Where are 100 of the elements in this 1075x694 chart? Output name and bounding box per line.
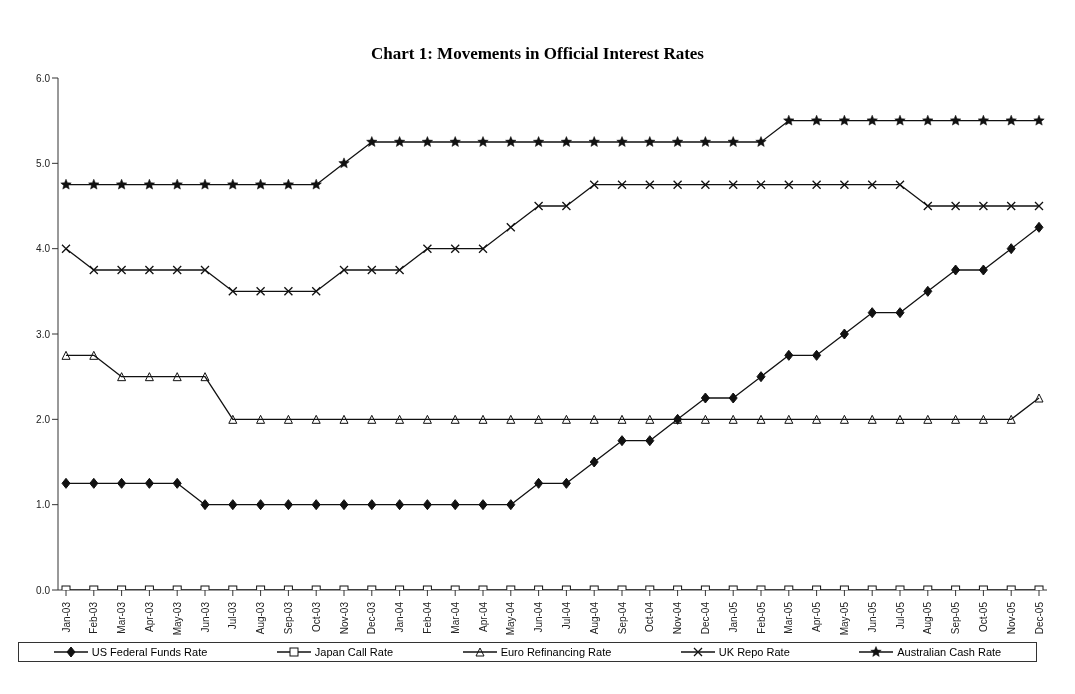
x-tick-label: Jan-04: [394, 601, 406, 633]
point: [784, 414, 794, 424]
point: [311, 286, 321, 296]
point: [923, 201, 933, 211]
point: [116, 178, 128, 190]
point: [784, 349, 794, 361]
point: [449, 136, 461, 147]
point: [421, 136, 433, 147]
x-tick-label: Sep-04: [616, 601, 628, 635]
point: [172, 477, 182, 489]
point: [978, 264, 988, 276]
x-tick-label: Apr-03: [143, 601, 155, 633]
point: [839, 180, 850, 190]
x-tick-label: Sep-05: [950, 601, 962, 635]
point: [950, 114, 962, 126]
point: [61, 477, 71, 489]
point: [422, 414, 432, 424]
point: [700, 180, 711, 190]
point: [1033, 114, 1045, 126]
point: [256, 414, 266, 424]
point: [172, 372, 182, 382]
point: [394, 136, 406, 147]
point: [589, 180, 599, 190]
point: [367, 265, 377, 275]
point: [395, 499, 405, 511]
x-tick-label: Jul-04: [560, 601, 572, 630]
point: [1005, 114, 1017, 126]
point: [867, 180, 877, 190]
point: [645, 180, 655, 190]
point: [784, 180, 794, 190]
point: [922, 114, 934, 126]
point: [199, 178, 211, 190]
point: [228, 286, 238, 296]
point: [506, 414, 516, 424]
point: [256, 499, 266, 511]
legend-label: Japan Call Rate: [314, 646, 394, 658]
point: [923, 414, 933, 424]
y-tick-label: 5.0: [36, 157, 51, 169]
chart-title: Chart 1: Movements in Official Interest Rates: [370, 44, 705, 64]
point: [644, 136, 656, 147]
point: [617, 180, 627, 190]
x-tick-label: Jun-05: [866, 601, 878, 633]
point: [506, 499, 516, 511]
point: [700, 392, 710, 404]
x-tick-label: Apr-05: [811, 601, 823, 633]
point: [783, 114, 795, 126]
point: [338, 157, 350, 169]
x-tick-label: Mar-03: [116, 601, 128, 634]
x-tick-label: Jan-05: [727, 601, 739, 633]
point: [282, 178, 294, 190]
y-tick-label: 6.0: [36, 72, 51, 84]
point: [867, 307, 877, 319]
y-tick-label: 2.0: [36, 413, 51, 425]
x-tick-label: Jul-05: [894, 601, 906, 630]
point: [672, 136, 684, 147]
point: [978, 201, 989, 211]
point: [756, 414, 766, 424]
point: [89, 350, 99, 360]
x-tick-label: Dec-03: [366, 601, 378, 635]
point: [812, 349, 822, 361]
point: [1006, 414, 1016, 424]
point: [339, 414, 349, 424]
point: [812, 414, 822, 424]
point: [534, 414, 544, 424]
y-tick-label: 3.0: [36, 328, 51, 340]
x-tick-label: Dec-04: [699, 601, 711, 635]
point: [283, 286, 294, 296]
legend-label: Euro Refinancing Rate: [500, 646, 612, 658]
point: [367, 499, 377, 511]
point: [756, 180, 766, 190]
point: [506, 222, 516, 232]
point: [283, 499, 293, 511]
point: [311, 414, 321, 424]
point: [617, 414, 627, 424]
point: [561, 477, 571, 489]
point: [422, 499, 432, 511]
x-tick-label: Mar-05: [783, 601, 795, 634]
y-tick-label: 4.0: [36, 243, 51, 255]
point: [617, 435, 627, 447]
point: [951, 414, 961, 424]
point: [367, 414, 377, 424]
point: [478, 414, 488, 424]
point: [811, 180, 822, 190]
x-tick-label: Nov-05: [1005, 601, 1017, 635]
point: [200, 372, 210, 382]
x-tick-label: Aug-04: [588, 601, 600, 635]
x-tick-label: Jan-03: [60, 601, 72, 633]
x-tick-label: Oct-05: [977, 601, 989, 633]
x-tick-label: May-03: [171, 601, 183, 636]
point: [478, 499, 488, 511]
x-tick-label: Mar-04: [449, 601, 461, 634]
point: [560, 136, 572, 147]
point: [616, 136, 628, 147]
point: [755, 136, 767, 147]
point: [228, 414, 238, 424]
point: [561, 201, 572, 211]
point: [422, 244, 433, 254]
x-tick-label: Apr-04: [477, 601, 489, 633]
point: [395, 414, 405, 424]
x-tick-label: May-04: [505, 601, 517, 636]
